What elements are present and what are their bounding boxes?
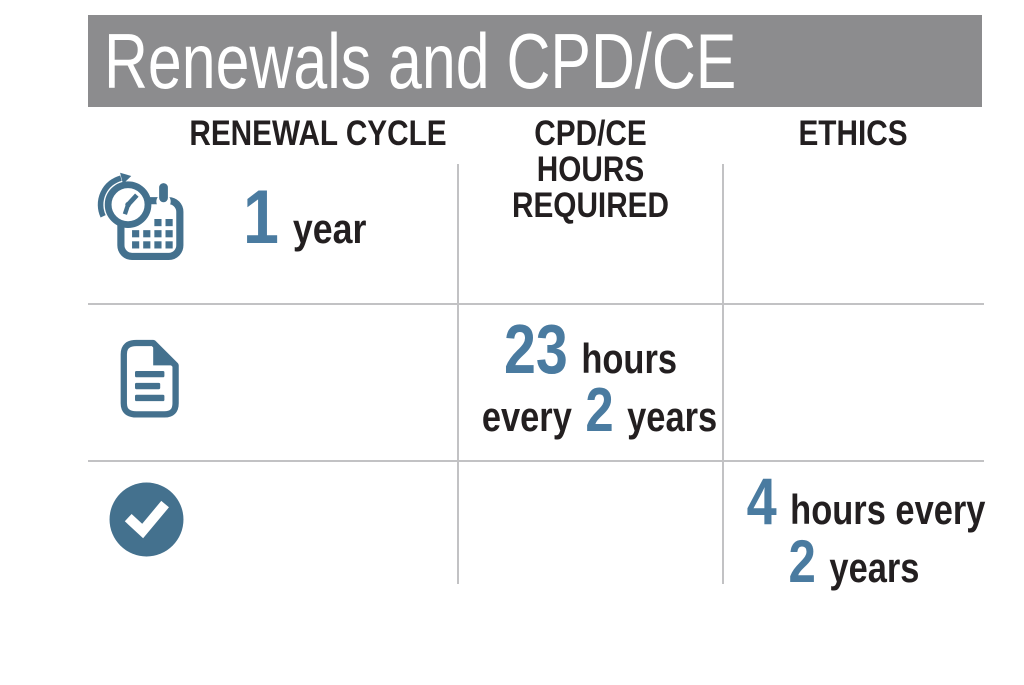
cpd-hours-line1: 23 hours	[482, 314, 699, 384]
column-header-ethics: ETHICS	[798, 114, 908, 153]
ethics-frequency-unit: years	[829, 544, 920, 591]
ethics-unit-phrase: hours every	[790, 486, 986, 533]
column-header-cpd-hours: CPD/CE HOURS REQUIRED	[511, 114, 670, 225]
cpd-hours-value: 23 hours every 2 years	[458, 314, 723, 442]
page-title: Renewals and CPD/CE	[104, 17, 737, 105]
cpd-hours-unit: hours	[581, 335, 678, 382]
ethics-line2: 2 years	[747, 532, 962, 592]
title-banner: Renewals and CPD/CE	[88, 15, 982, 107]
cpd-hours-line2: every 2 years	[481, 380, 717, 442]
cpd-hours-number: 23	[503, 310, 568, 388]
cpd-frequency-number: 2	[585, 376, 614, 445]
renewal-cycle-value: 1 year	[243, 180, 366, 256]
check-circle-icon	[108, 481, 185, 558]
calendar-clock-icon	[96, 172, 192, 266]
cpd-frequency-prefix: every	[481, 393, 572, 440]
ethics-number: 4	[746, 464, 777, 538]
ethics-line1: 4 hours every	[747, 468, 986, 534]
row-divider-1	[88, 303, 984, 305]
renewal-unit: year	[292, 205, 367, 252]
cpd-frequency-unit: years	[627, 393, 718, 440]
ethics-value: 4 hours every 2 years	[723, 468, 986, 592]
ethics-frequency-number: 2	[788, 528, 816, 595]
column-divider-1	[457, 164, 459, 584]
column-divider-2	[722, 164, 724, 584]
renewal-number: 1	[243, 175, 279, 260]
document-icon	[114, 336, 184, 420]
column-header-renewal-cycle: RENEWAL CYCLE	[189, 114, 447, 153]
row-divider-2	[88, 460, 984, 462]
